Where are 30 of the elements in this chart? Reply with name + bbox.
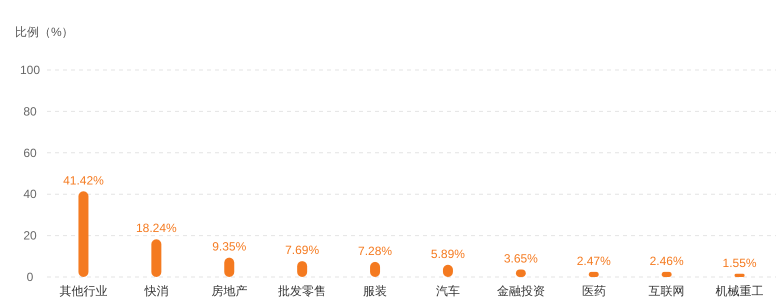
x-tick-label: 互联网 (648, 284, 685, 298)
x-tick-label: 医药 (582, 284, 606, 298)
x-tick-label: 服装 (363, 284, 388, 298)
y-tick-label: 0 (26, 270, 34, 284)
data-label: 9.35% (212, 240, 247, 254)
data-label: 1.55% (722, 256, 757, 270)
y-tick-label: 60 (23, 146, 37, 160)
data-label: 7.69% (285, 243, 320, 258)
y-tick-label: 80 (23, 104, 37, 118)
y-tick-label: 100 (20, 63, 40, 77)
data-label: 3.65% (504, 251, 538, 266)
bar (78, 191, 88, 277)
y-tick-label: 40 (23, 187, 37, 202)
data-label: 18.24% (136, 221, 178, 236)
data-label: 7.28% (358, 244, 392, 258)
x-tick-label: 批发零售 (278, 284, 326, 298)
data-label: 5.89% (430, 246, 466, 261)
x-tick-label: 机械重工 (716, 284, 764, 298)
bar (151, 239, 162, 277)
x-tick-label: 金融投资 (496, 284, 545, 298)
x-tick-label: 其他行业 (59, 284, 108, 298)
y-tick-label: 20 (23, 228, 37, 243)
bar (734, 274, 745, 277)
data-label: 41.42% (63, 173, 104, 188)
data-label: 2.46% (650, 254, 684, 268)
y-axis-title: 比例（%） (15, 25, 74, 39)
x-tick-label: 汽车 (436, 284, 460, 298)
data-label: 2.47% (576, 254, 612, 268)
x-tick-label: 房地产 (211, 284, 248, 298)
x-tick-label: 快消 (143, 284, 168, 298)
